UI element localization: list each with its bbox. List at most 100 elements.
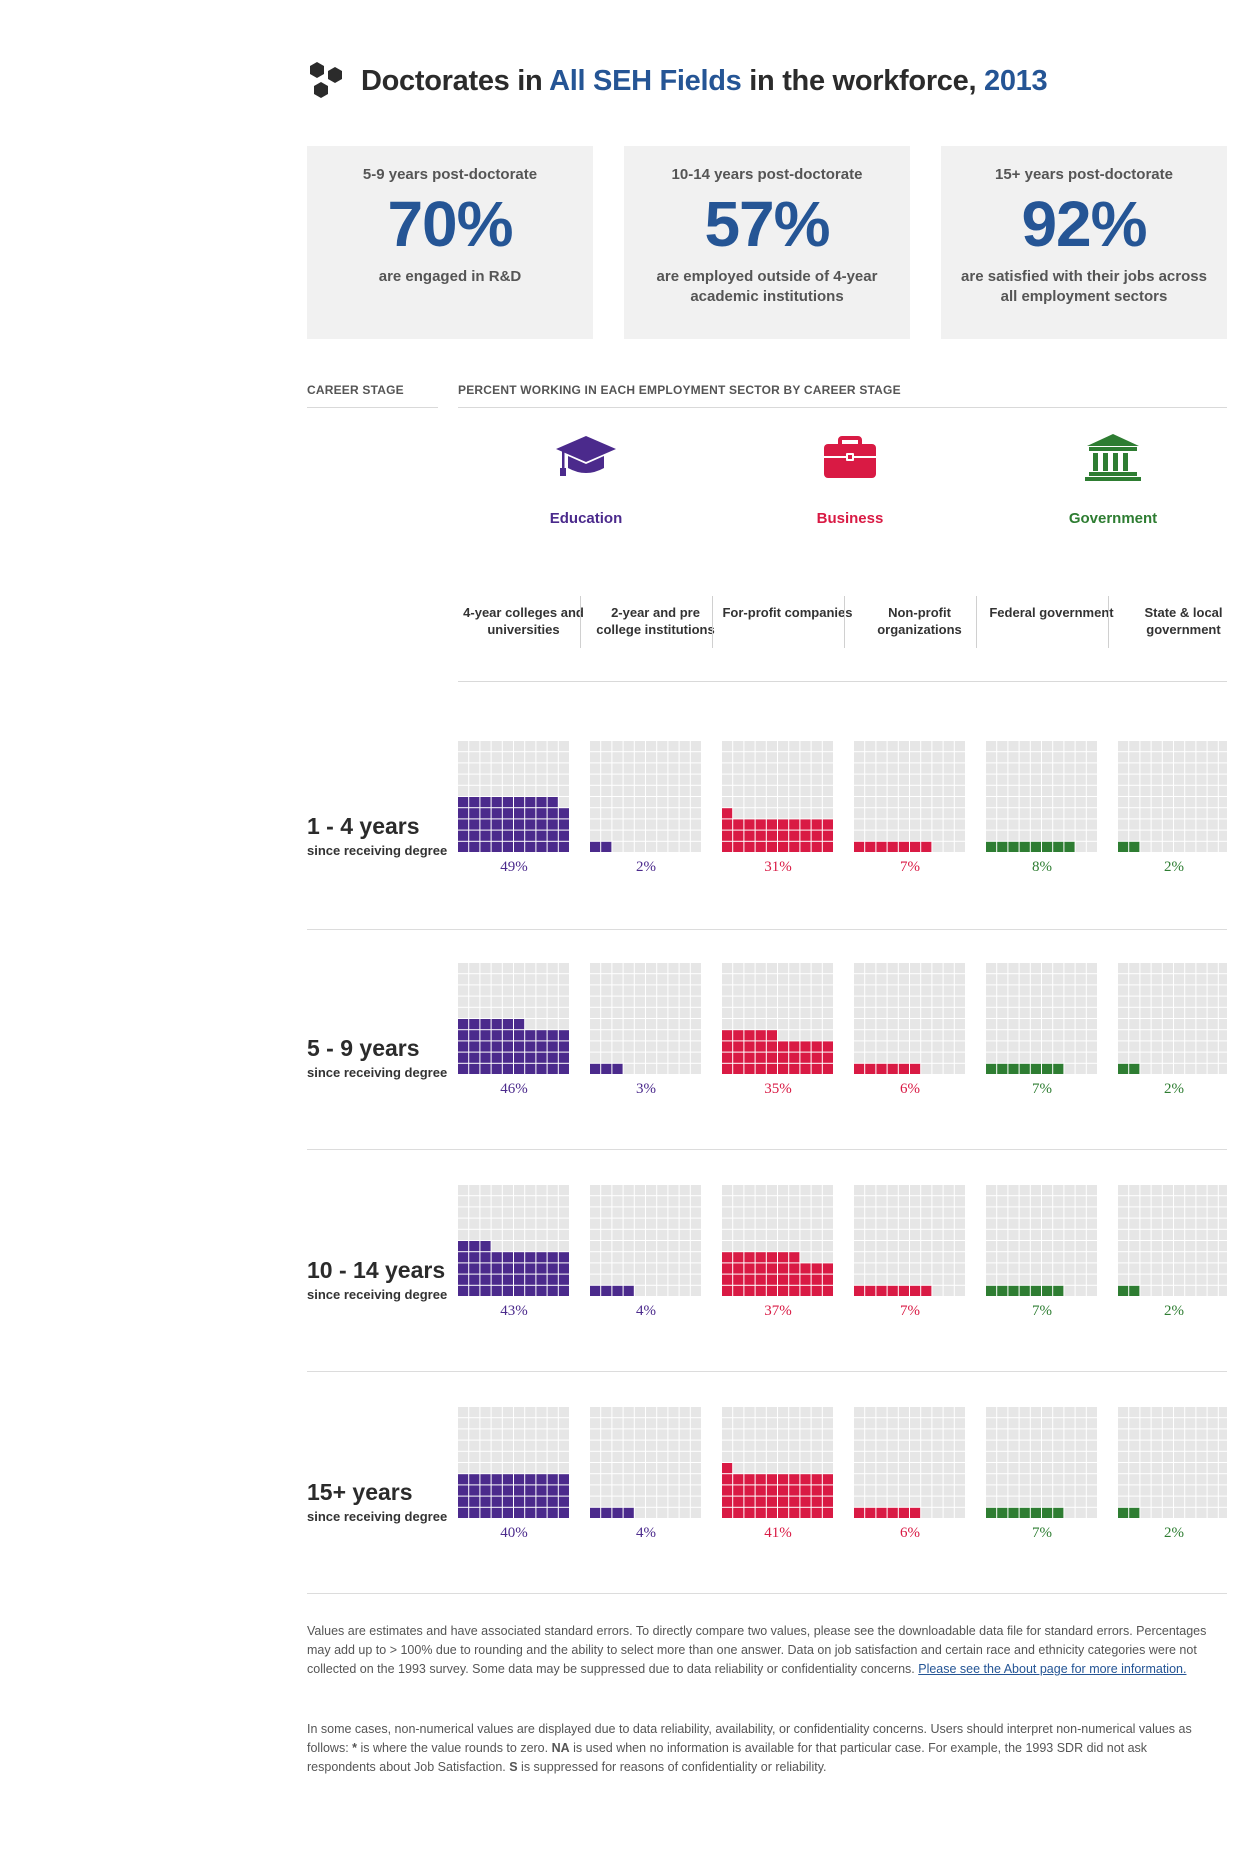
waffle-empty-cell <box>1053 1185 1064 1196</box>
waffle-empty-cell <box>910 1052 921 1063</box>
waffle-empty-cell <box>1174 1052 1185 1063</box>
waffle-empty-cell <box>1086 841 1097 852</box>
percent-label: 2% <box>1164 1303 1184 1319</box>
waffle-empty-cell <box>1019 974 1030 985</box>
waffle-empty-cell <box>547 1429 558 1440</box>
waffle-empty-cell <box>921 774 932 785</box>
year-link[interactable]: 2013 <box>983 64 1048 97</box>
waffle-empty-cell <box>623 797 634 808</box>
waffle-filled-cell <box>1008 1063 1019 1074</box>
waffle-empty-cell <box>1196 1407 1207 1418</box>
waffle-empty-cell <box>887 808 898 819</box>
notes-paragraph: Values are estimates and have associated… <box>307 1624 1207 1676</box>
waffle-empty-cell <box>623 763 634 774</box>
waffle-empty-cell <box>1118 1440 1129 1451</box>
waffle-empty-cell <box>1030 1429 1041 1440</box>
stat-card-value: 92% <box>1021 188 1147 260</box>
waffle-empty-cell <box>646 1429 657 1440</box>
waffle-empty-cell <box>778 1019 789 1030</box>
waffle-empty-cell <box>865 1207 876 1218</box>
career-stage-title: 1 - 4 years <box>307 813 420 839</box>
waffle-empty-cell <box>601 1207 612 1218</box>
waffle-empty-cell <box>612 741 623 752</box>
waffle-empty-cell <box>1118 1263 1129 1274</box>
waffle-filled-cell <box>547 1274 558 1285</box>
waffle-empty-cell <box>480 763 491 774</box>
waffle-empty-cell <box>1019 1252 1030 1263</box>
waffle-filled-cell <box>590 1285 601 1296</box>
waffle-empty-cell <box>854 1274 865 1285</box>
waffle-empty-cell <box>1042 1474 1053 1485</box>
percent-label: 7% <box>900 859 920 875</box>
waffle-empty-cell <box>986 797 997 808</box>
field-link[interactable]: All SEH Fields <box>549 64 742 97</box>
waffle-empty-cell <box>547 1019 558 1030</box>
waffle-empty-cell <box>898 1229 909 1240</box>
waffle-empty-cell <box>536 1229 547 1240</box>
waffle-empty-cell <box>1118 996 1129 1007</box>
waffle-empty-cell <box>932 1196 943 1207</box>
waffle-empty-cell <box>679 1463 690 1474</box>
waffle-filled-cell <box>744 1496 755 1507</box>
waffle-empty-cell <box>1075 1041 1086 1052</box>
waffle-empty-cell <box>1053 830 1064 841</box>
waffle-empty-cell <box>1207 985 1218 996</box>
waffle-empty-cell <box>943 1485 954 1496</box>
waffle-empty-cell <box>1086 1507 1097 1518</box>
waffle-empty-cell <box>480 1418 491 1429</box>
waffle-6 <box>1118 1407 1227 1518</box>
waffle-empty-cell <box>1196 1440 1207 1451</box>
waffle-empty-cell <box>943 1041 954 1052</box>
waffle-empty-cell <box>634 752 645 763</box>
waffle-empty-cell <box>1075 1418 1086 1429</box>
waffle-empty-cell <box>1185 1007 1196 1018</box>
waffle-empty-cell <box>898 797 909 808</box>
about-page-link[interactable]: Please see the About page for more infor… <box>918 1662 1187 1676</box>
waffle-empty-cell <box>1053 963 1064 974</box>
waffle-empty-cell <box>789 785 800 796</box>
waffle-empty-cell <box>612 752 623 763</box>
waffle-filled-cell <box>755 1063 766 1074</box>
waffle-empty-cell <box>590 785 601 796</box>
waffle-empty-cell <box>943 1207 954 1218</box>
waffle-filled-cell <box>491 1052 502 1063</box>
waffle-empty-cell <box>690 1207 701 1218</box>
waffle-empty-cell <box>898 1052 909 1063</box>
waffle-filled-cell <box>910 1063 921 1074</box>
waffle-empty-cell <box>932 1007 943 1018</box>
waffle-filled-cell <box>491 841 502 852</box>
waffle-empty-cell <box>1118 1252 1129 1263</box>
waffle-empty-cell <box>921 985 932 996</box>
waffle-empty-cell <box>876 1252 887 1263</box>
waffle-3 <box>722 741 833 852</box>
waffle-empty-cell <box>1075 1019 1086 1030</box>
waffle-empty-cell <box>1019 785 1030 796</box>
waffle-empty-cell <box>1030 1241 1041 1252</box>
waffle-empty-cell <box>491 1241 502 1252</box>
waffle-empty-cell <box>1196 1218 1207 1229</box>
stat-card-value: 57% <box>704 188 830 260</box>
waffle-empty-cell <box>1174 830 1185 841</box>
waffle-empty-cell <box>646 1185 657 1196</box>
waffle-filled-cell <box>789 841 800 852</box>
waffle-empty-cell <box>558 963 569 974</box>
waffle-empty-cell <box>1019 1041 1030 1052</box>
waffle-empty-cell <box>876 741 887 752</box>
waffle-empty-cell <box>1151 963 1162 974</box>
waffle-empty-cell <box>1174 1285 1185 1296</box>
waffle-empty-cell <box>1008 819 1019 830</box>
waffle-filled-cell <box>744 1252 755 1263</box>
waffle-4 <box>854 963 965 1074</box>
waffle-empty-cell <box>876 1474 887 1485</box>
waffle-empty-cell <box>1030 1485 1041 1496</box>
waffle-filled-cell <box>744 1263 755 1274</box>
waffle-empty-cell <box>986 1041 997 1052</box>
waffle-empty-cell <box>679 1241 690 1252</box>
percent-label: 6% <box>900 1525 920 1541</box>
waffle-filled-cell <box>722 1274 733 1285</box>
waffle-empty-cell <box>1162 1485 1173 1496</box>
waffle-empty-cell <box>1218 1507 1227 1518</box>
waffle-empty-cell <box>491 763 502 774</box>
waffle-empty-cell <box>657 1263 668 1274</box>
waffle-empty-cell <box>1174 1451 1185 1462</box>
